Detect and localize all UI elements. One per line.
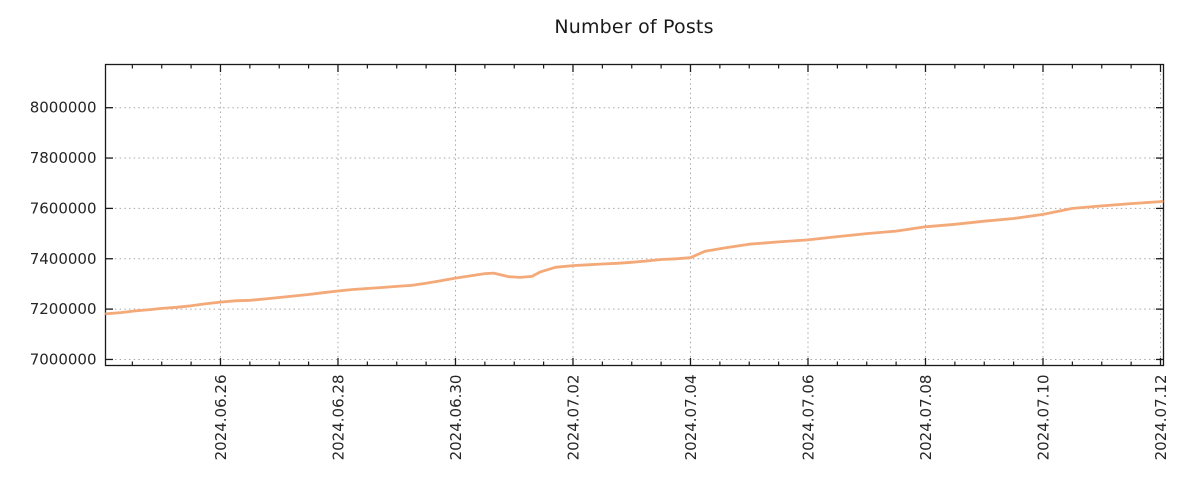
x-tick-label: 2024.07.08 <box>917 375 935 461</box>
x-tick-label: 2024.06.28 <box>329 375 347 461</box>
y-tick-label: 8000000 <box>30 99 97 117</box>
x-tick-label: 2024.06.30 <box>447 374 465 460</box>
x-tick-label: 2024.06.26 <box>212 375 230 461</box>
x-tick-label: 2024.07.12 <box>1152 375 1170 461</box>
x-tick-label: 2024.07.02 <box>564 375 582 461</box>
y-tick-label: 7400000 <box>30 250 97 268</box>
x-tick-label: 2024.07.10 <box>1035 375 1053 461</box>
x-tick-label: 2024.07.06 <box>799 375 817 461</box>
chart-title: Number of Posts <box>554 16 714 38</box>
y-tick-label: 7600000 <box>30 199 97 217</box>
y-tick-label: 7200000 <box>30 300 97 318</box>
y-tick-label: 7000000 <box>30 350 97 368</box>
y-tick-label: 7800000 <box>30 149 97 167</box>
axis-border <box>104 63 1165 367</box>
x-tick-label: 2024.07.04 <box>682 375 700 461</box>
data-line <box>105 199 1164 316</box>
